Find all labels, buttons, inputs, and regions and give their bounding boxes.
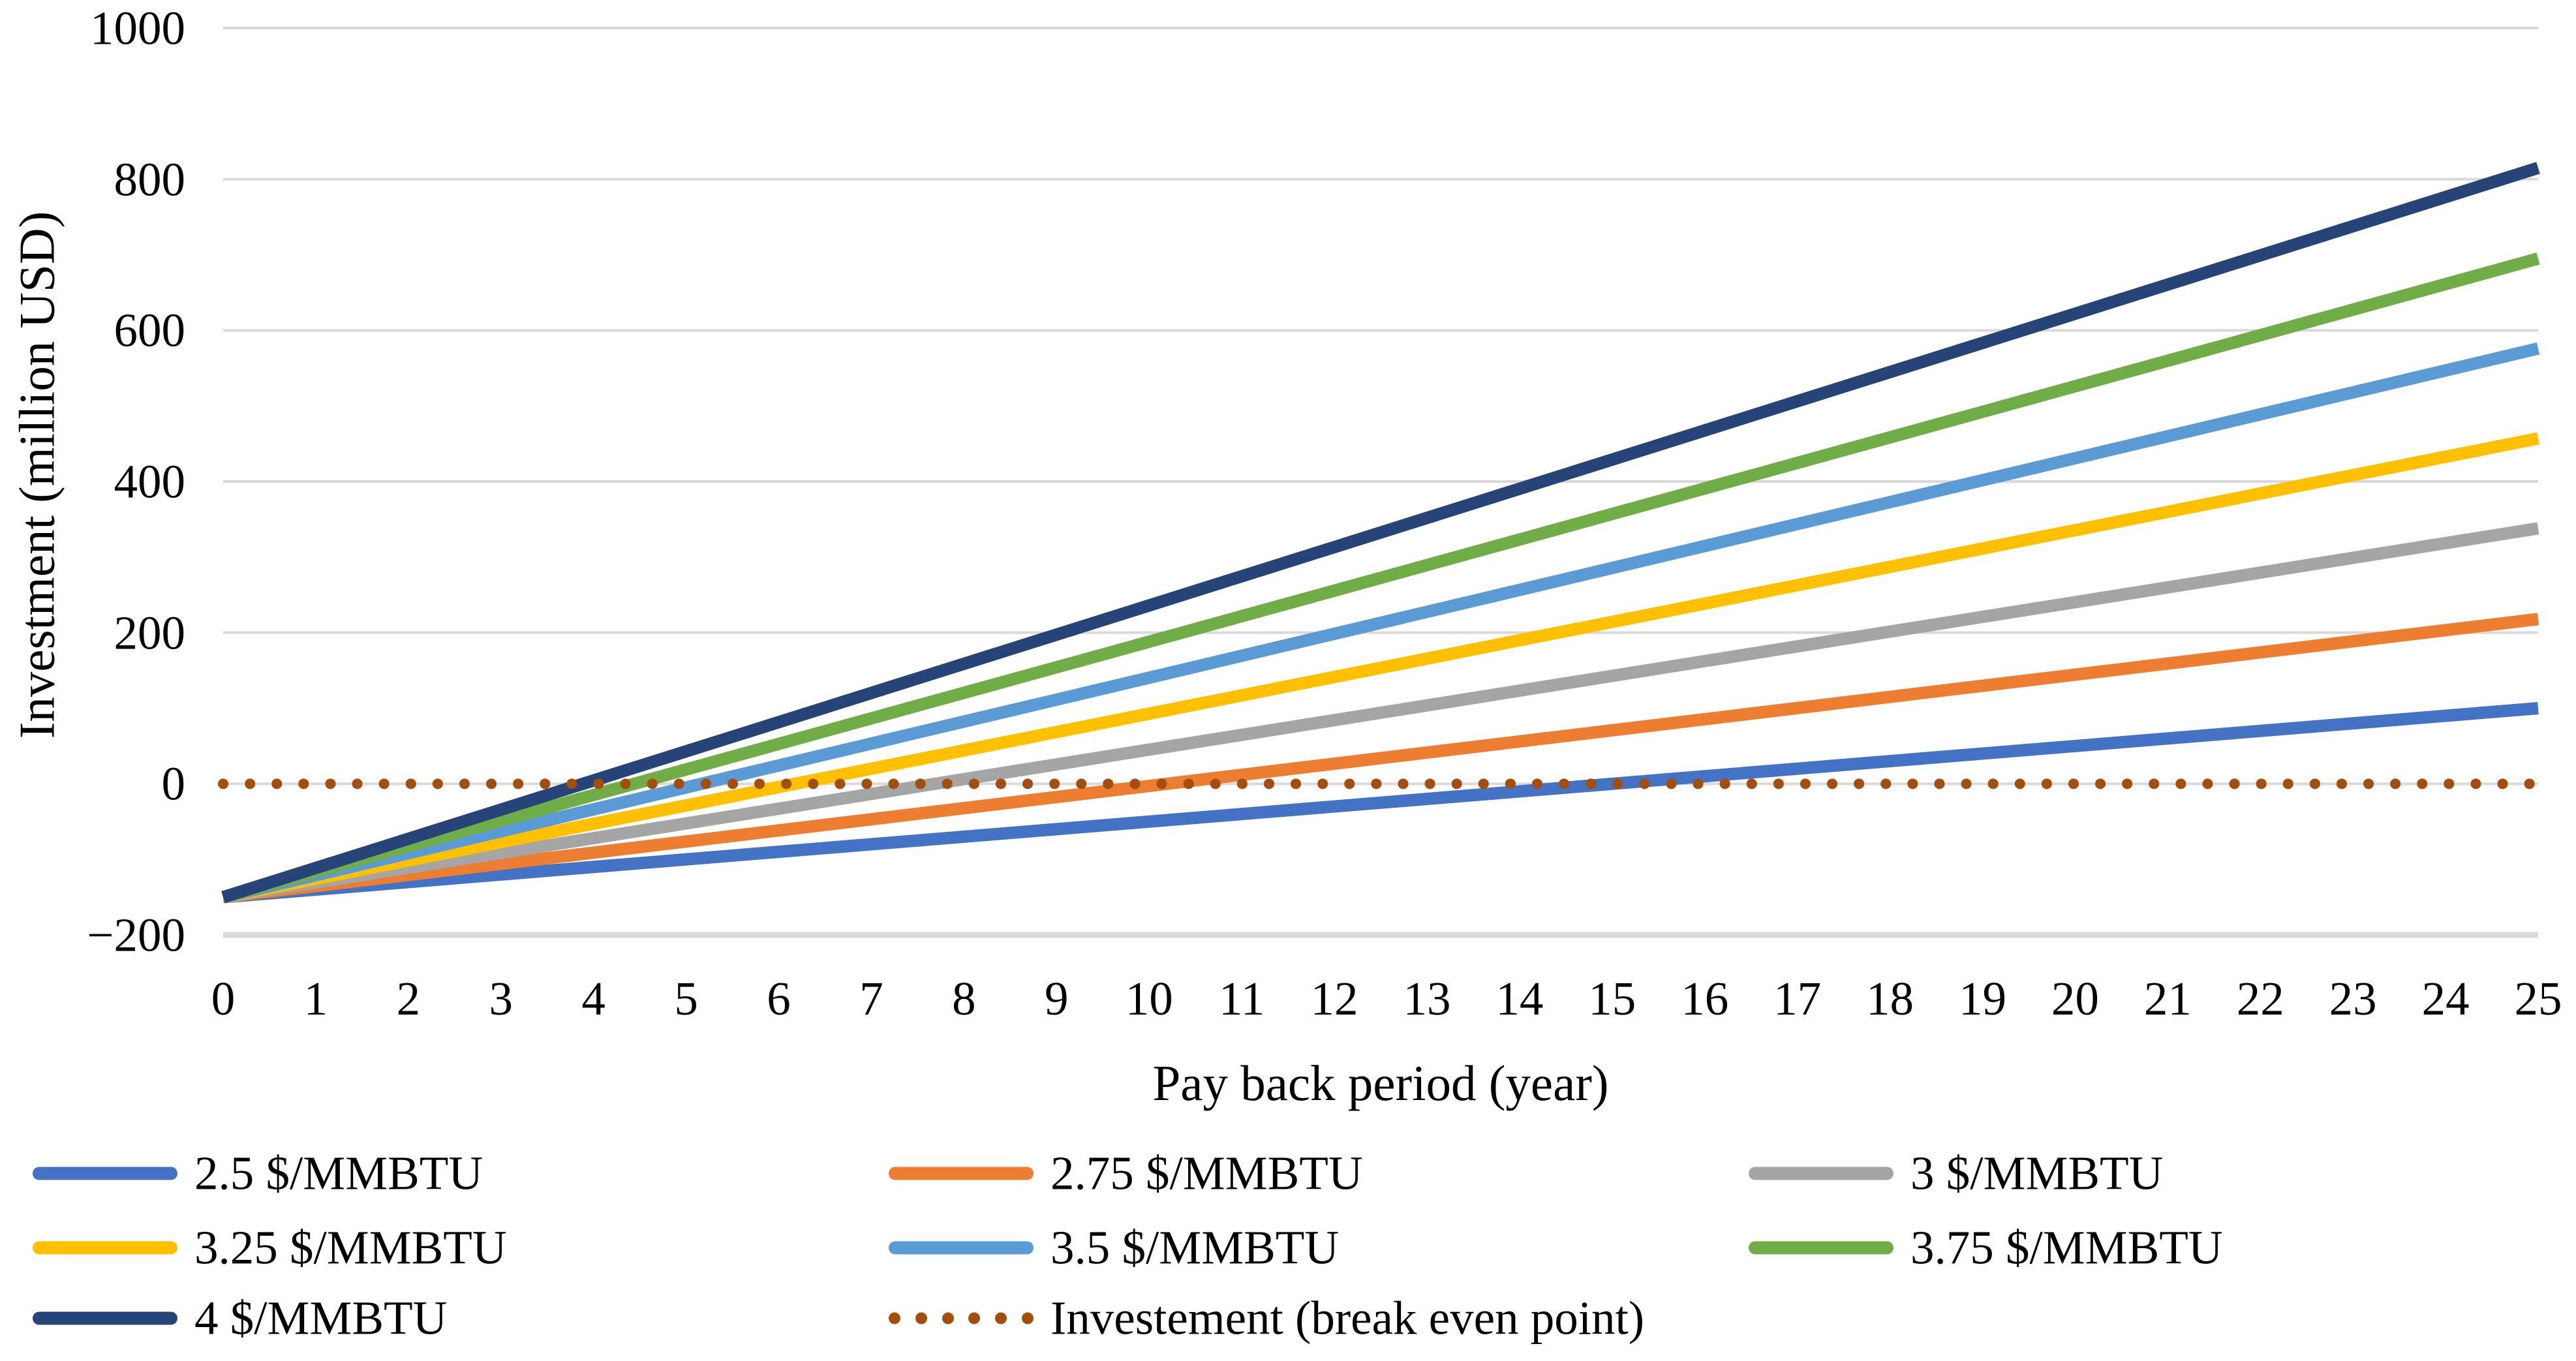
- x-tick-label: 12: [1310, 972, 1358, 1025]
- series-line-3-mmbtu: [222, 522, 2539, 904]
- y-tick-label: 400: [114, 455, 186, 508]
- legend-swatch-line-icon: [889, 1167, 1034, 1180]
- legend-label: 4 $/MMBTU: [194, 1291, 448, 1345]
- legend-item-investement-break-even-point: Investement (break even point): [889, 1294, 1644, 1342]
- y-tick-label: 600: [114, 303, 186, 357]
- x-tick-label: 2: [396, 972, 421, 1025]
- x-tick-label: 11: [1218, 972, 1265, 1025]
- legend-item-3-5-mmbtu: 3.5 $/MMBTU: [889, 1224, 1339, 1272]
- legend-label: Investement (break even point): [1050, 1291, 1645, 1345]
- x-tick-label: 25: [2514, 972, 2562, 1025]
- x-axis-title: Pay back period (year): [1152, 1055, 1609, 1111]
- x-tick-label: 10: [1125, 972, 1173, 1025]
- x-tick-label: 19: [1958, 972, 2006, 1025]
- x-tick-label: 7: [859, 972, 883, 1025]
- x-tick-label: 9: [1045, 972, 1069, 1025]
- series-line-3-75-mmbtu: [221, 252, 2540, 904]
- x-tick-label: 22: [2236, 972, 2284, 1025]
- series-line-2-75-mmbtu: [222, 613, 2539, 904]
- x-tick-label: 21: [2143, 972, 2192, 1025]
- legend-label: 3.75 $/MMBTU: [1910, 1221, 2223, 1274]
- x-tick-label: 3: [489, 972, 514, 1025]
- x-tick-label: 23: [2329, 972, 2377, 1025]
- legend-swatch-line-icon: [1749, 1241, 1894, 1254]
- x-tick-label: 8: [952, 972, 976, 1025]
- y-tick-label: 1000: [90, 1, 185, 55]
- x-tick-label: 14: [1495, 972, 1544, 1025]
- x-tick-label: 17: [1773, 972, 1822, 1025]
- series-line-2-5-mmbtu: [222, 702, 2539, 904]
- series-line-4-mmbtu: [221, 162, 2540, 904]
- legend-swatch-line-icon: [889, 1241, 1034, 1254]
- legend-item-2-5-mmbtu: 2.5 $/MMBTU: [33, 1150, 483, 1197]
- y-tick-label: −200: [87, 908, 185, 962]
- legend-swatch-dotted-line-icon: [889, 1312, 1034, 1324]
- x-tick-label: 20: [2051, 972, 2099, 1025]
- legend-item-2-75-mmbtu: 2.75 $/MMBTU: [889, 1150, 1363, 1197]
- legend-item-3-25-mmbtu: 3.25 $/MMBTU: [33, 1224, 507, 1272]
- x-tick-label: 0: [211, 972, 236, 1025]
- x-tick-label: 5: [674, 972, 698, 1025]
- legend-label: 2.5 $/MMBTU: [194, 1146, 483, 1200]
- legend-swatch-line-icon: [33, 1241, 177, 1254]
- series-line-3-25-mmbtu: [222, 432, 2539, 904]
- legend-label: 3 $/MMBTU: [1910, 1146, 2164, 1200]
- x-tick-label: 6: [767, 972, 791, 1025]
- x-tick-label: 15: [1588, 972, 1636, 1025]
- legend-swatch-line-icon: [33, 1167, 177, 1180]
- legend-item-3-75-mmbtu: 3.75 $/MMBTU: [1749, 1224, 2223, 1272]
- y-tick-label: 0: [161, 757, 186, 810]
- legend-item-4-mmbtu: 4 $/MMBTU: [33, 1294, 447, 1342]
- legend-label: 2.75 $/MMBTU: [1050, 1146, 1363, 1200]
- series-line-3-5-mmbtu: [221, 342, 2540, 904]
- x-tick-label: 13: [1403, 972, 1451, 1025]
- x-tick-label: 1: [303, 972, 328, 1025]
- legend-item-3-mmbtu: 3 $/MMBTU: [1749, 1150, 2163, 1197]
- legend-label: 3.25 $/MMBTU: [194, 1221, 507, 1274]
- legend-label: 3.5 $/MMBTU: [1050, 1221, 1340, 1274]
- x-tick-label: 18: [1866, 972, 1914, 1025]
- x-tick-label: 16: [1681, 972, 1729, 1025]
- legend-swatch-line-icon: [33, 1311, 177, 1324]
- x-tick-label: 4: [581, 972, 606, 1025]
- y-tick-label: 800: [114, 153, 186, 206]
- legend-swatch-line-icon: [1749, 1167, 1894, 1180]
- x-tick-label: 24: [2421, 972, 2470, 1025]
- y-tick-label: 200: [114, 606, 186, 660]
